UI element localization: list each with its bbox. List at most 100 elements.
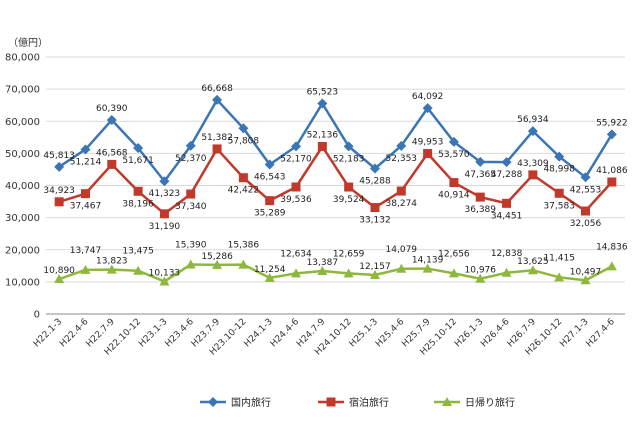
y-tick-label: 0	[34, 310, 40, 321]
x-axis: H22.1-3H22.4-6H22.7-9H22.10-12H23.1-3H23…	[32, 313, 625, 358]
data-point	[475, 192, 485, 202]
data-label: 55,922	[596, 118, 628, 128]
data-label: 13,823	[96, 257, 128, 267]
data-label: 15,386	[228, 241, 260, 251]
data-label: 46,543	[254, 172, 286, 182]
data-label: 13,387	[307, 258, 339, 268]
series-line	[58, 97, 613, 184]
legend-marker	[208, 397, 218, 407]
data-label: 12,634	[280, 249, 312, 259]
data-point	[343, 268, 354, 278]
data-label: 33,132	[359, 216, 391, 226]
data-point	[80, 264, 91, 274]
y-tick-label: 10,000	[5, 277, 40, 288]
data-point	[554, 151, 565, 162]
data-label: 14,139	[412, 256, 444, 266]
data-point	[581, 206, 591, 216]
data-label: 37,340	[175, 202, 207, 212]
series-line	[58, 263, 613, 283]
data-point	[291, 182, 301, 192]
data-point	[186, 189, 196, 199]
data-label: 10,133	[149, 268, 181, 278]
data-point	[448, 136, 459, 147]
data-point	[159, 176, 170, 187]
data-point	[449, 178, 459, 188]
data-label: 43,309	[517, 159, 549, 169]
data-point	[54, 161, 65, 172]
data-point	[396, 140, 407, 151]
data-point	[264, 159, 275, 170]
data-label: 52,136	[307, 131, 339, 141]
data-label: 38,196	[122, 199, 154, 209]
data-label: 32,056	[570, 219, 602, 229]
data-label: 13,747	[70, 246, 102, 256]
data-label: 52,170	[280, 154, 312, 164]
data-point	[291, 141, 302, 152]
data-label: 11,415	[543, 253, 575, 263]
data-point	[528, 170, 538, 180]
y-tick-label: 40,000	[5, 181, 40, 192]
data-label: 41,086	[596, 166, 628, 176]
data-label: 12,157	[359, 262, 391, 272]
data-point	[212, 259, 223, 269]
data-point	[133, 186, 143, 196]
data-point	[317, 98, 328, 109]
data-label: 52,183	[333, 154, 365, 164]
legend: 国内旅行 宿泊旅行 日帰り旅行	[200, 396, 515, 409]
data-point	[554, 272, 565, 282]
data-label: 41,323	[149, 189, 181, 199]
data-point	[475, 156, 486, 167]
data-label: 47,365	[465, 170, 497, 180]
data-point	[606, 261, 617, 271]
data-label: 37,467	[70, 202, 102, 212]
data-label: 10,497	[570, 267, 602, 277]
data-point	[396, 186, 406, 196]
data-label: 36,389	[465, 205, 497, 215]
data-label: 45,288	[359, 177, 391, 187]
data-label: 13,625	[517, 257, 549, 267]
data-label: 10,976	[465, 266, 497, 276]
data-label: 66,668	[201, 84, 233, 94]
legend-label: 国内旅行	[231, 396, 271, 409]
data-point	[343, 141, 354, 152]
y-tick-label: 20,000	[5, 245, 40, 256]
data-point	[422, 263, 433, 273]
data-point	[238, 123, 249, 134]
data-label: 38,274	[386, 199, 418, 209]
y-axis: 0 10,000 20,000 30,000 40,000 50,000 60,000 70,…	[5, 53, 40, 321]
data-label: 39,536	[280, 195, 312, 205]
y-tick-label: 30,000	[5, 213, 40, 224]
data-label: 45,813	[43, 151, 75, 161]
series-overnight: 34,923 37,467 46,568 38,196 31,190 37,340 51,3…	[43, 131, 627, 232]
data-point	[369, 269, 380, 279]
data-point	[344, 182, 354, 192]
legend-marker	[326, 397, 336, 407]
data-point	[185, 259, 196, 269]
data-point	[107, 159, 117, 169]
legend-item-overnight: 宿泊旅行	[318, 396, 389, 409]
data-label: 34,451	[491, 211, 523, 221]
data-label: 49,953	[412, 138, 444, 148]
data-point	[265, 196, 275, 206]
data-point	[238, 173, 248, 183]
series-line	[58, 144, 613, 216]
data-point	[423, 149, 433, 159]
data-point	[133, 265, 144, 275]
y-tick-label: 70,000	[5, 85, 40, 96]
data-label: 51,671	[122, 156, 154, 166]
data-point	[106, 264, 117, 274]
y-tick-label: 80,000	[5, 53, 40, 64]
data-point	[185, 140, 196, 151]
data-point	[370, 203, 380, 213]
unit-label: （億円）	[8, 36, 48, 49]
data-point	[369, 163, 380, 174]
data-point	[502, 198, 512, 208]
data-label: 51,382	[201, 133, 233, 143]
data-label: 37,583	[543, 201, 575, 211]
data-label: 48,998	[543, 165, 575, 175]
data-label: 12,656	[438, 249, 470, 259]
data-label: 11,254	[254, 265, 286, 275]
data-label: 47,288	[491, 170, 523, 180]
legend-item-daytrip: 日帰り旅行	[434, 396, 515, 409]
